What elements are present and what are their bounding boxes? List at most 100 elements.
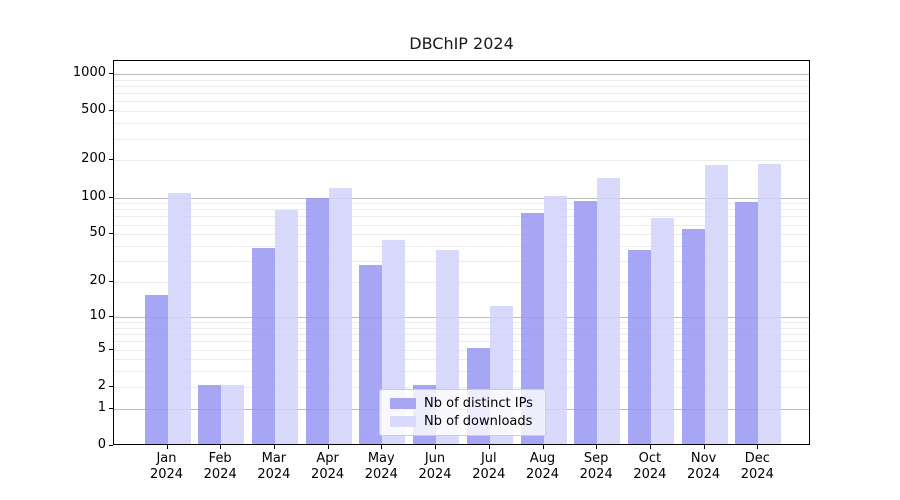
y-tick-label: 500 — [81, 102, 106, 118]
x-tick-mark — [596, 445, 598, 449]
bar-downloads — [704, 164, 728, 444]
x-tick-mark — [488, 445, 490, 449]
y-tick-mark — [109, 407, 113, 409]
y-tick-mark — [109, 159, 113, 161]
y-tick-mark — [109, 196, 113, 198]
gridline-minor — [114, 282, 809, 283]
y-tick-mark — [109, 72, 113, 74]
gridline-minor — [114, 79, 809, 81]
x-tick-label: Jan 2024 — [149, 451, 184, 482]
gridline-minor — [114, 138, 809, 140]
gridline-minor — [114, 111, 809, 113]
y-tick-label: 20 — [89, 273, 106, 288]
bar-downloads — [328, 188, 352, 444]
gridline-minor — [114, 93, 809, 95]
bar-distinct-ips — [359, 264, 383, 444]
bar-downloads — [597, 177, 621, 444]
x-tick-mark — [381, 445, 383, 449]
gridline-minor — [114, 234, 809, 236]
gridline-minor — [114, 209, 809, 211]
legend-item-downloads: Nb of downloads — [390, 414, 535, 429]
x-tick-label: Feb 2024 — [203, 451, 237, 482]
x-tick-mark — [703, 445, 705, 449]
y-tick-label: 1 — [97, 399, 106, 415]
bar-downloads — [167, 192, 191, 444]
gridline-minor — [114, 85, 809, 87]
x-tick-label: Aug 2024 — [525, 451, 560, 482]
bar-distinct-ips — [681, 229, 705, 444]
bar-distinct-ips — [305, 198, 329, 444]
legend-label-distinct-ips: Nb of distinct IPs — [424, 396, 533, 411]
x-tick-mark — [649, 445, 651, 449]
x-tick-label: Oct 2024 — [633, 451, 667, 482]
y-tick-label: 5 — [97, 340, 106, 356]
x-tick-label: May 2024 — [364, 451, 398, 482]
bar-distinct-ips — [251, 248, 275, 444]
gridline-minor — [114, 101, 809, 103]
y-tick-mark — [109, 385, 113, 387]
legend-swatch-distinct-ips — [390, 398, 416, 409]
legend: Nb of distinct IPs Nb of downloads — [379, 389, 546, 436]
gridline-minor — [114, 160, 809, 162]
gridline-minor — [114, 322, 809, 323]
y-tick-label: 100 — [81, 188, 106, 204]
bar-downloads — [274, 210, 298, 444]
x-tick-label: Nov 2024 — [687, 451, 721, 482]
bar-downloads — [543, 195, 567, 444]
y-tick-mark — [109, 281, 113, 282]
gridline-minor — [114, 334, 809, 335]
y-tick-label: 10 — [89, 307, 106, 323]
gridline-minor — [114, 386, 809, 388]
y-tick-mark — [109, 110, 113, 112]
gridline-minor — [114, 261, 809, 263]
bar-distinct-ips — [574, 201, 598, 444]
bar-downloads — [650, 217, 674, 444]
gridline-minor — [114, 359, 809, 361]
x-tick-mark — [220, 445, 222, 449]
x-tick-label: Apr 2024 — [311, 451, 345, 482]
y-tick-label: 50 — [89, 225, 106, 241]
x-tick-mark — [327, 445, 329, 449]
x-tick-mark — [273, 445, 275, 449]
legend-swatch-downloads — [390, 416, 416, 427]
x-tick-label: Mar 2024 — [257, 451, 291, 482]
bar-downloads — [221, 384, 245, 444]
x-tick-label: Jun 2024 — [418, 451, 452, 482]
gridline-minor — [114, 123, 809, 125]
x-tick-mark — [757, 445, 759, 449]
gridline-major — [114, 73, 809, 75]
chart-title: DBChIP 2024 — [409, 34, 514, 53]
gridline-major — [114, 197, 809, 199]
bar-distinct-ips — [627, 249, 651, 444]
x-tick-mark — [542, 445, 544, 449]
gridline-major — [114, 316, 809, 318]
bar-distinct-ips — [144, 294, 168, 444]
y-tick-mark — [109, 315, 113, 317]
y-tick-mark — [109, 445, 113, 446]
x-tick-label: Sep 2024 — [579, 451, 613, 482]
gridline-minor — [114, 246, 809, 247]
plot-area: Nb of distinct IPs Nb of downloads — [113, 60, 810, 445]
bar-downloads — [758, 163, 782, 444]
legend-item-distinct-ips: Nb of distinct IPs — [390, 396, 535, 411]
y-tick-label: 200 — [81, 151, 106, 167]
x-tick-label: Jul 2024 — [472, 451, 506, 482]
x-tick-mark — [435, 445, 436, 449]
x-tick-mark — [166, 445, 168, 449]
gridline-minor — [114, 371, 809, 373]
bar-distinct-ips — [198, 384, 222, 444]
y-tick-mark — [109, 348, 113, 350]
x-tick-label: Dec 2024 — [740, 451, 774, 482]
y-tick-label: 2 — [97, 377, 106, 393]
bar-distinct-ips — [520, 212, 544, 444]
bar-distinct-ips — [735, 202, 759, 444]
legend-label-downloads: Nb of downloads — [424, 414, 533, 429]
gridline-minor — [114, 203, 809, 205]
y-tick-label: 0 — [97, 437, 106, 452]
gridline-minor — [114, 224, 809, 226]
gridline-minor — [114, 327, 809, 329]
gridline-minor — [114, 216, 809, 218]
y-tick-mark — [109, 233, 113, 235]
gridline-minor — [114, 341, 809, 343]
